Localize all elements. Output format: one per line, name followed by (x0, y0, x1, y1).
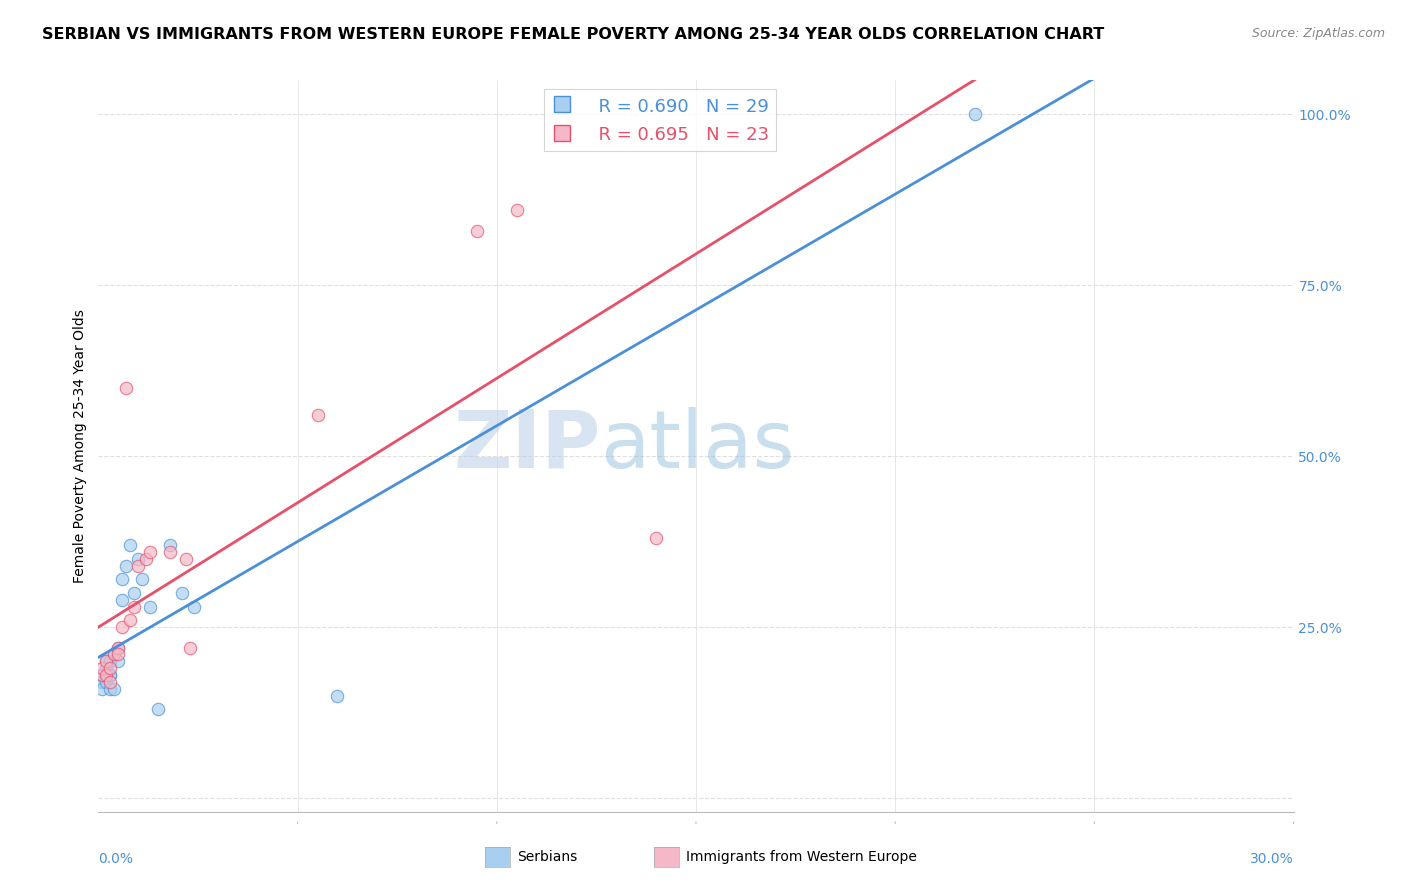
Point (96, 654, 118, 668)
Point (107, 640, 129, 655)
Point (506, 203, 529, 218)
Point (465, 224, 488, 238)
Point (127, 551, 149, 566)
Point (174, 551, 197, 566)
Point (307, 409, 329, 423)
Point (91, 668, 114, 682)
Point (107, 648, 129, 662)
Point (135, 551, 157, 566)
Point (148, 702, 170, 716)
Point (111, 592, 134, 607)
Point (96, 674, 118, 689)
Text: Immigrants from Western Europe: Immigrants from Western Europe (686, 850, 917, 864)
Point (179, 640, 201, 655)
Point (96, 661, 118, 675)
Text: ZIP: ZIP (453, 407, 600, 485)
Point (131, 572, 153, 586)
Point (111, 620, 134, 634)
Point (107, 654, 129, 668)
Point (103, 648, 125, 662)
Point (91, 668, 114, 682)
Point (120, 538, 142, 552)
Text: 0.0%: 0.0% (98, 852, 134, 866)
Point (91, 674, 114, 689)
Text: Source: ZipAtlas.com: Source: ZipAtlas.com (1251, 27, 1385, 40)
Point (159, 538, 181, 552)
Point (91, 681, 114, 696)
Text: SERBIAN VS IMMIGRANTS FROM WESTERN EUROPE FEMALE POVERTY AMONG 25-34 YEAR OLDS C: SERBIAN VS IMMIGRANTS FROM WESTERN EUROP… (42, 27, 1105, 42)
Text: 30.0%: 30.0% (1250, 852, 1294, 866)
Legend:   R = 0.690   N = 29,   R = 0.695   N = 23: R = 0.690 N = 29, R = 0.695 N = 23 (544, 89, 776, 152)
Point (98, 674, 122, 689)
Point (103, 648, 125, 662)
Point (107, 640, 129, 655)
Point (645, 531, 668, 545)
Text: atlas: atlas (600, 407, 794, 485)
Point (98, 668, 122, 682)
Point (139, 599, 162, 614)
Point (96, 654, 118, 668)
Point (96, 668, 118, 682)
Point (159, 545, 181, 559)
Text: Serbians: Serbians (517, 850, 578, 864)
Point (115, 381, 138, 395)
Point (963, 107, 986, 121)
Point (124, 586, 146, 600)
Point (98, 654, 122, 668)
Point (115, 558, 138, 573)
Point (111, 572, 134, 586)
Y-axis label: Female Poverty Among 25-34 Year Olds: Female Poverty Among 25-34 Year Olds (73, 309, 87, 583)
Point (127, 558, 149, 573)
Point (91, 661, 114, 675)
Point (139, 545, 162, 559)
Point (326, 689, 349, 703)
Point (120, 613, 142, 627)
Point (172, 586, 194, 600)
Point (98, 661, 122, 675)
Point (98, 668, 122, 682)
Point (98, 681, 122, 696)
Point (183, 599, 205, 614)
Point (124, 599, 146, 614)
Point (96, 668, 118, 682)
Point (103, 681, 125, 696)
